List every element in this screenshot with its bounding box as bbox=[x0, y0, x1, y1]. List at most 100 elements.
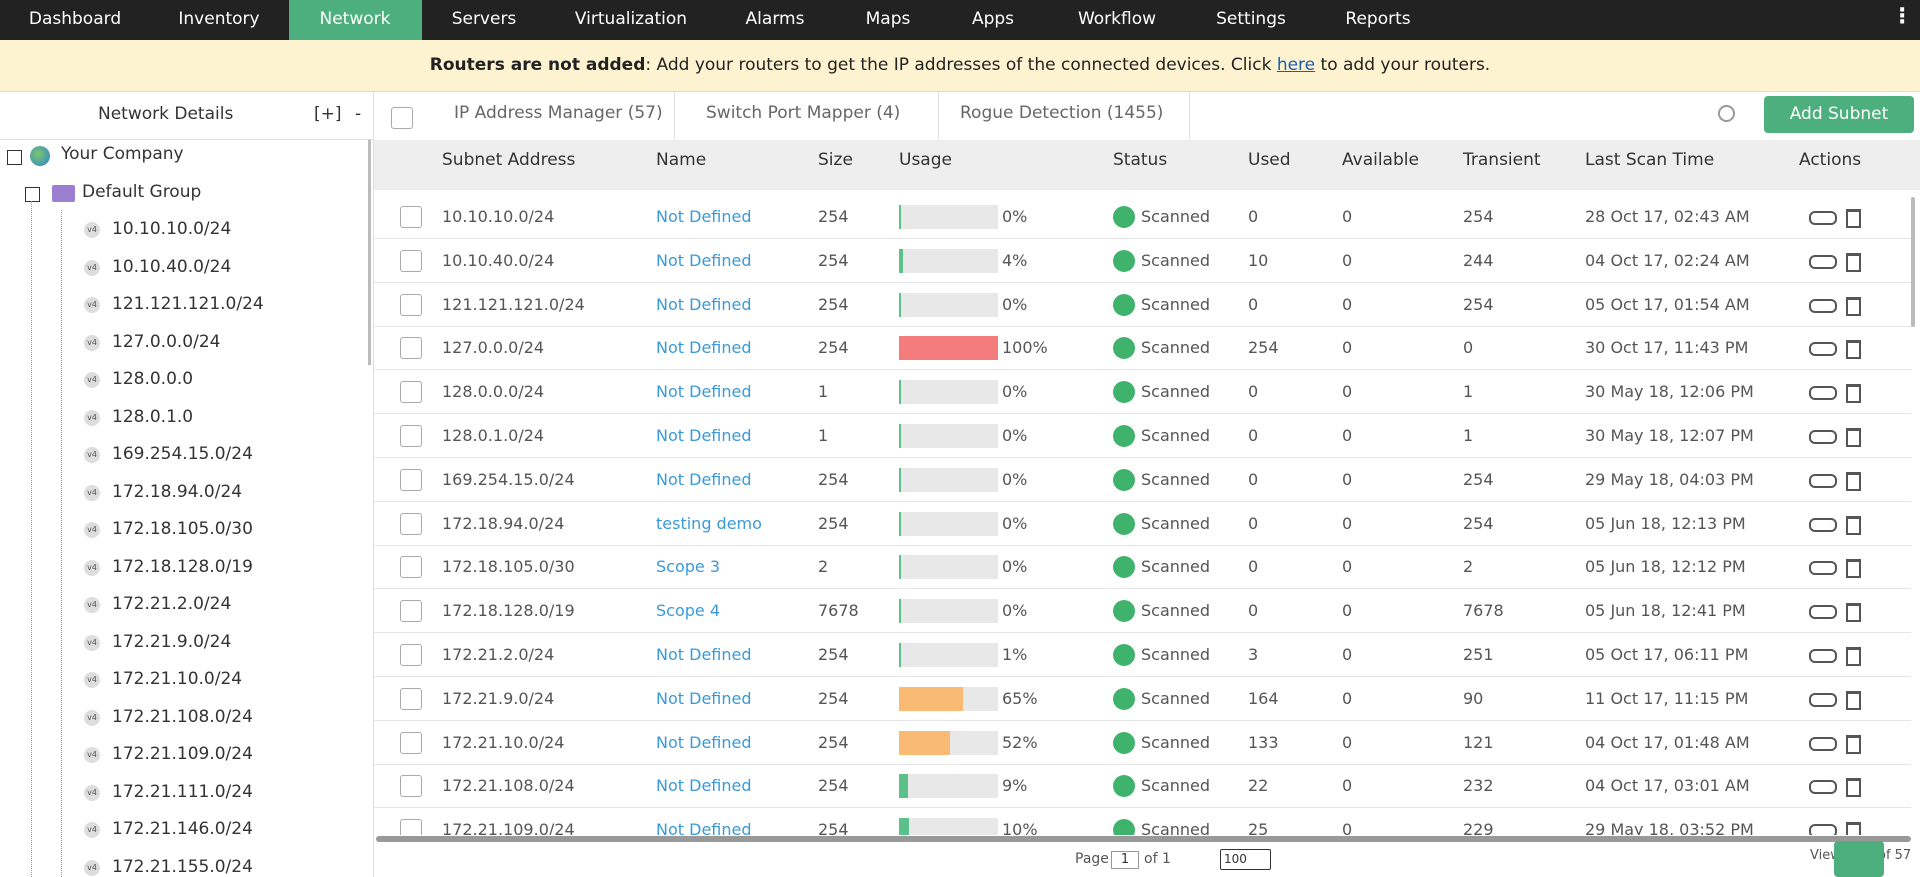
nav-item[interactable]: Network bbox=[319, 9, 391, 29]
nav-item[interactable]: Reports bbox=[1345, 9, 1411, 29]
add-button[interactable]: Add Subnet bbox=[1764, 96, 1914, 133]
subnet-name[interactable]: Not Defined bbox=[656, 294, 752, 314]
checkbox[interactable] bbox=[400, 512, 422, 535]
subnet-name[interactable]: Not Defined bbox=[656, 382, 752, 402]
subnet-name[interactable]: Not Defined bbox=[656, 426, 752, 445]
link-icon[interactable] bbox=[1809, 649, 1837, 663]
delete-icon[interactable] bbox=[1846, 778, 1861, 798]
subnet-name[interactable]: Not Defined bbox=[656, 820, 752, 835]
delete-icon[interactable] bbox=[1846, 559, 1861, 579]
subnet-name[interactable]: Not Defined bbox=[656, 645, 752, 664]
tree-subnet[interactable]: 172.21.2.0/24 bbox=[112, 594, 232, 614]
checkbox[interactable] bbox=[400, 600, 422, 623]
nav-item[interactable]: Apps bbox=[971, 9, 1015, 29]
delete-icon[interactable] bbox=[1846, 647, 1861, 666]
checkbox[interactable] bbox=[400, 206, 422, 228]
checkbox[interactable] bbox=[400, 381, 422, 404]
tree-subnet[interactable]: 172.21.10.0/24 bbox=[112, 669, 243, 689]
subnet-name[interactable]: Not Defined bbox=[656, 207, 752, 226]
nav-item[interactable]: Maps bbox=[865, 9, 911, 29]
delete-icon[interactable] bbox=[1846, 252, 1861, 272]
subnet-name[interactable]: Not Defined bbox=[656, 338, 752, 358]
tree-subnet[interactable]: 172.18.128.0/19 bbox=[112, 556, 253, 577]
tree-subnet[interactable]: 172.21.155.0/24 bbox=[112, 856, 253, 877]
delete-icon[interactable] bbox=[1846, 296, 1861, 316]
link-icon[interactable] bbox=[1809, 430, 1837, 444]
search-icon[interactable] bbox=[1718, 105, 1735, 122]
delete-icon[interactable] bbox=[1846, 822, 1861, 835]
tree-group[interactable]: Default Group bbox=[82, 182, 202, 202]
link-icon[interactable] bbox=[1809, 211, 1837, 225]
delete-icon[interactable] bbox=[1846, 384, 1861, 404]
link-icon[interactable] bbox=[1809, 561, 1837, 576]
tree-subnet[interactable]: 128.0.0.0 bbox=[112, 369, 194, 389]
checkbox[interactable] bbox=[400, 644, 422, 666]
link-icon[interactable] bbox=[1809, 692, 1837, 707]
tree-subnet[interactable]: 121.121.121.0/24 bbox=[112, 294, 264, 314]
checkbox[interactable] bbox=[400, 468, 422, 491]
checkbox[interactable] bbox=[400, 819, 422, 835]
checkbox[interactable] bbox=[400, 556, 422, 579]
link-icon[interactable] bbox=[1809, 824, 1837, 835]
checkbox[interactable] bbox=[400, 293, 422, 316]
tree-toggle[interactable] bbox=[7, 150, 22, 165]
tree-subnet[interactable]: 10.10.10.0/24 bbox=[112, 219, 232, 239]
tab-label[interactable]: Rogue Detection (1455) bbox=[960, 103, 1164, 123]
delete-icon[interactable] bbox=[1846, 515, 1861, 535]
tree-subnet[interactable]: 172.21.111.0/24 bbox=[112, 781, 253, 802]
subnet-name[interactable]: testing demo bbox=[656, 513, 762, 533]
delete-icon[interactable] bbox=[1846, 603, 1861, 623]
tree-subnet[interactable]: 172.21.108.0/24 bbox=[112, 706, 253, 727]
tree-subnet[interactable]: 10.10.40.0/24 bbox=[112, 256, 232, 277]
subnet-name[interactable]: Scope 3 bbox=[656, 557, 721, 577]
link-icon[interactable] bbox=[1809, 605, 1837, 620]
checkbox[interactable] bbox=[391, 107, 413, 129]
link-icon[interactable] bbox=[1809, 517, 1837, 532]
nav-item[interactable]: Alarms bbox=[745, 9, 805, 29]
subnet-name[interactable]: Not Defined bbox=[656, 688, 752, 708]
tree-subnet[interactable]: 128.0.1.0 bbox=[112, 406, 194, 427]
tree-subnet[interactable]: 172.21.9.0/24 bbox=[112, 631, 232, 652]
per-page[interactable]: 100 bbox=[1220, 849, 1271, 870]
subnet-name[interactable]: Not Defined bbox=[656, 250, 752, 270]
link-icon[interactable] bbox=[1809, 342, 1837, 357]
chat-button[interactable] bbox=[1834, 841, 1884, 877]
checkbox[interactable] bbox=[400, 337, 422, 360]
checkbox[interactable] bbox=[400, 425, 422, 447]
link-icon[interactable] bbox=[1809, 780, 1837, 795]
nav-item[interactable]: Inventory bbox=[178, 9, 260, 29]
tree-toggle[interactable] bbox=[25, 187, 40, 202]
delete-icon[interactable] bbox=[1846, 209, 1861, 228]
tree-subnet[interactable]: 172.18.94.0/24 bbox=[112, 481, 243, 502]
checkbox[interactable] bbox=[400, 775, 422, 798]
nav-item[interactable]: Settings bbox=[1216, 9, 1286, 29]
banner-link[interactable]: here bbox=[1276, 55, 1316, 75]
nav-item[interactable]: Dashboard bbox=[28, 9, 122, 29]
link-icon[interactable] bbox=[1809, 298, 1837, 313]
checkbox[interactable] bbox=[400, 731, 422, 754]
page-input[interactable]: 1 bbox=[1111, 851, 1139, 869]
tree-subnet[interactable]: 172.21.109.0/24 bbox=[112, 744, 253, 764]
checkbox[interactable] bbox=[400, 249, 422, 272]
subnet-name[interactable]: Not Defined bbox=[656, 776, 752, 796]
menu-dots[interactable]: · · · bbox=[1898, 0, 1907, 35]
nav-item[interactable]: Servers bbox=[451, 9, 517, 29]
link-icon[interactable] bbox=[1809, 473, 1837, 488]
delete-icon[interactable] bbox=[1846, 690, 1861, 710]
delete-icon[interactable] bbox=[1846, 734, 1861, 754]
tree-subnet[interactable]: 172.21.146.0/24 bbox=[112, 819, 253, 839]
tree-subnet[interactable]: 169.254.15.0/24 bbox=[112, 444, 253, 464]
link-icon[interactable] bbox=[1809, 386, 1837, 401]
delete-icon[interactable] bbox=[1846, 340, 1861, 360]
tab-label[interactable]: IP Address Manager (57) bbox=[454, 103, 663, 123]
delete-icon[interactable] bbox=[1846, 428, 1861, 447]
tree-subnet[interactable]: 127.0.0.0/24 bbox=[112, 331, 221, 352]
link-icon[interactable] bbox=[1809, 736, 1837, 751]
expand-all[interactable]: [+] bbox=[314, 104, 342, 124]
checkbox[interactable] bbox=[400, 687, 422, 710]
tree-subnet[interactable]: 172.18.105.0/30 bbox=[112, 519, 253, 539]
delete-icon[interactable] bbox=[1846, 471, 1861, 491]
nav-item[interactable]: Workflow bbox=[1077, 9, 1157, 29]
tree-root[interactable]: Your Company bbox=[61, 144, 184, 164]
link-icon[interactable] bbox=[1809, 254, 1837, 269]
